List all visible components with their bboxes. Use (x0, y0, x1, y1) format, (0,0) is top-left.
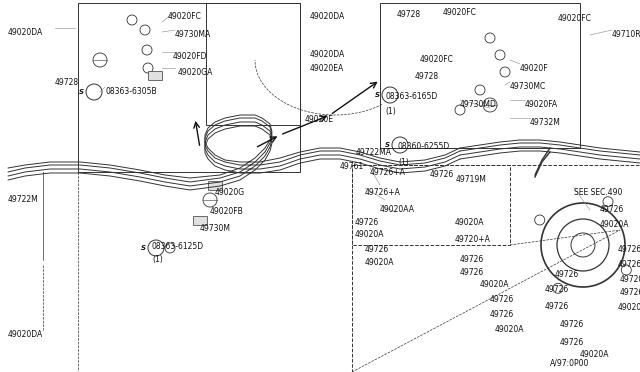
Text: 49728: 49728 (415, 72, 439, 81)
Text: 49730MC: 49730MC (510, 82, 547, 91)
Text: 49020DA: 49020DA (8, 330, 44, 339)
Text: 49020A: 49020A (455, 218, 484, 227)
Text: 49726: 49726 (365, 245, 389, 254)
Text: 49722M: 49722M (8, 195, 39, 204)
Text: 08363-6125D: 08363-6125D (152, 242, 204, 251)
Text: 49020AA: 49020AA (380, 205, 415, 214)
Text: S: S (79, 89, 84, 95)
Text: 49710R: 49710R (612, 30, 640, 39)
Text: 49726: 49726 (560, 338, 584, 347)
Text: 49722MA: 49722MA (356, 148, 392, 157)
Text: 49726: 49726 (490, 295, 515, 304)
Text: 49726: 49726 (560, 320, 584, 329)
Text: 49730MD: 49730MD (460, 100, 497, 109)
Text: 49726: 49726 (460, 268, 484, 277)
Text: 49726: 49726 (545, 302, 569, 311)
Text: 49726: 49726 (355, 218, 380, 227)
Text: 49020GA: 49020GA (178, 68, 213, 77)
Text: 49020A: 49020A (600, 220, 630, 229)
Text: 49726+A: 49726+A (365, 188, 401, 197)
Text: 49726: 49726 (618, 260, 640, 269)
Text: 49020A: 49020A (355, 230, 385, 239)
Bar (352, 165, 640, 372)
Text: 49020A: 49020A (618, 303, 640, 312)
Text: 49020FC: 49020FC (443, 8, 477, 17)
Text: 49020A: 49020A (365, 258, 394, 267)
Text: 49020FD: 49020FD (173, 52, 207, 61)
Text: S: S (385, 142, 390, 148)
Text: 08360-6255D: 08360-6255D (398, 142, 451, 151)
Text: 49020A: 49020A (580, 350, 609, 359)
Text: S: S (375, 92, 380, 98)
Text: 49730MA: 49730MA (175, 30, 211, 39)
Bar (78, 3, 300, 172)
Text: 49719M: 49719M (456, 175, 487, 184)
Text: 49726: 49726 (460, 255, 484, 264)
Text: 49728: 49728 (397, 10, 421, 19)
Text: 49732M: 49732M (530, 118, 561, 127)
Text: (1): (1) (398, 158, 409, 167)
Text: 49728: 49728 (55, 78, 79, 87)
Text: 08363-6305B: 08363-6305B (105, 87, 157, 96)
Text: 49726: 49726 (600, 205, 624, 214)
Text: 49761: 49761 (340, 162, 364, 171)
Text: (1): (1) (385, 107, 396, 116)
Text: 49020DA: 49020DA (8, 28, 44, 37)
Text: 49020FA: 49020FA (525, 100, 558, 109)
Text: 49726+A: 49726+A (370, 168, 406, 177)
Text: (1): (1) (152, 255, 163, 264)
Bar (380, 3, 580, 148)
Text: 49730M: 49730M (200, 224, 231, 233)
Bar (148, 71, 162, 80)
Text: 08363-6165D: 08363-6165D (385, 92, 437, 101)
Text: 49020FC: 49020FC (168, 12, 202, 21)
Text: 49726: 49726 (620, 288, 640, 297)
Text: S: S (141, 245, 146, 251)
Text: 49020FC: 49020FC (420, 55, 454, 64)
Text: 49020DA: 49020DA (310, 12, 345, 21)
Text: 49020F: 49020F (520, 64, 548, 73)
Text: 49726: 49726 (490, 310, 515, 319)
Bar (193, 216, 207, 225)
Text: 49020FB: 49020FB (210, 207, 244, 216)
Text: 49726: 49726 (555, 270, 579, 279)
Text: 49020A: 49020A (480, 280, 509, 289)
Text: 49020E: 49020E (305, 115, 334, 124)
Bar (208, 181, 222, 190)
Text: 49020FC: 49020FC (558, 14, 592, 23)
Text: 49726: 49726 (430, 170, 454, 179)
Text: 49726: 49726 (618, 245, 640, 254)
Text: 49720: 49720 (620, 275, 640, 284)
Bar (352, 165, 510, 245)
Text: 49020EA: 49020EA (310, 64, 344, 73)
Text: 49020DA: 49020DA (310, 50, 345, 59)
Text: 49720+A: 49720+A (455, 235, 491, 244)
Text: 49020G: 49020G (215, 188, 245, 197)
Text: 49726: 49726 (545, 285, 569, 294)
Text: A/97:0P00: A/97:0P00 (550, 358, 589, 367)
Bar (206, 3, 300, 125)
Text: SEE SEC.490: SEE SEC.490 (574, 188, 622, 197)
Text: 49020A: 49020A (495, 325, 525, 334)
